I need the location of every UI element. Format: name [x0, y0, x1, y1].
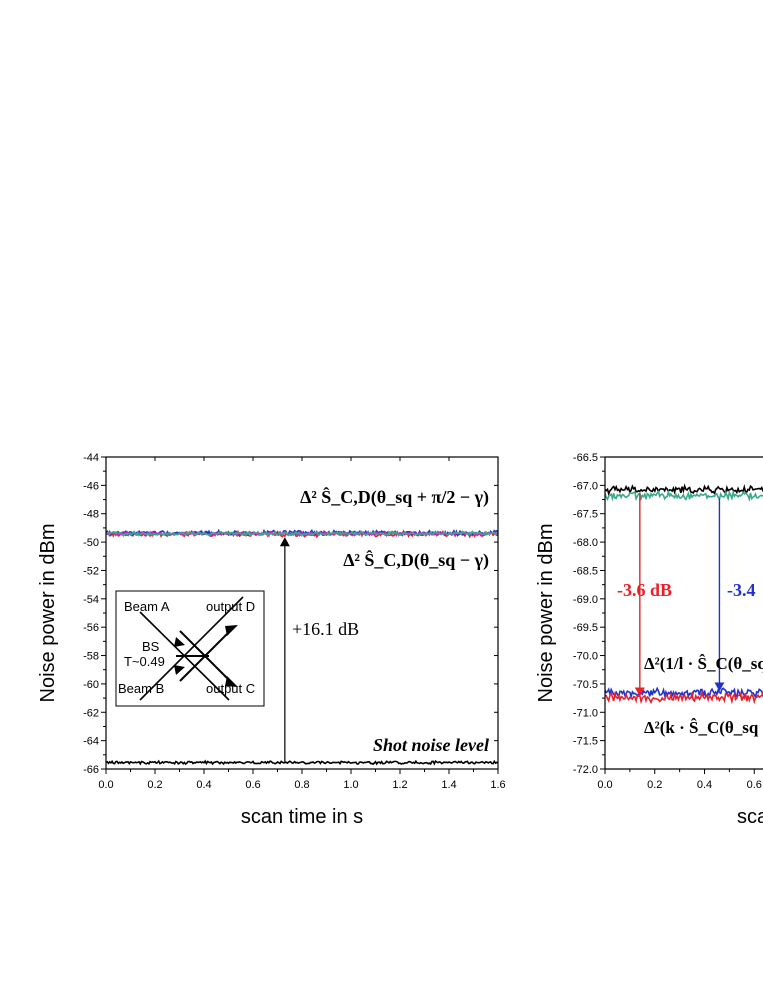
- top-formula-label: Δ² Ŝ_C,D(θ_sq + π/2 − γ): [300, 486, 489, 508]
- y-tick-label-0-6: -54: [83, 594, 99, 606]
- arrow-beam-a-icon: [174, 637, 185, 647]
- inset-bs-label: BS: [142, 639, 160, 654]
- inset-diagonal-2: [139, 596, 244, 701]
- x-tick-label-0-6: 1.2: [392, 779, 407, 791]
- y-tick-label-1-1: -71.5: [573, 736, 598, 748]
- series-line-1-3: [605, 689, 763, 705]
- x-tick-label-0-8: 1.6: [490, 779, 505, 791]
- x-tick-label-0-5: 1.0: [343, 779, 358, 791]
- arrow-beam-b-icon: [174, 665, 185, 675]
- series-line-1-1: [605, 489, 763, 503]
- mid-formula-label: Δ² Ŝ_C,D(θ_sq − γ): [343, 549, 489, 571]
- right-chart: -72.0 -71.5 -71.0 -70.5 -70.0 -69.5 -69.0 -68.5…: [535, 452, 763, 828]
- y-tick-label-1-2: -71.0: [573, 707, 598, 719]
- x-tick-label-0-2: 0.4: [196, 779, 211, 791]
- y-tick-label-1-0: -72.0: [573, 764, 598, 776]
- inset-beam-a-label: Beam A: [124, 599, 170, 614]
- y-tick-label-0-4: -58: [83, 651, 99, 663]
- y-tick-label-0-10: -46: [83, 480, 99, 492]
- y-tick-label-0-3: -60: [83, 679, 99, 691]
- inset-output-d-label: output D: [206, 599, 255, 614]
- y-tick-label-1-4: -70.0: [573, 651, 598, 663]
- y-tick-label-0-9: -48: [83, 509, 99, 521]
- x-tick-label-1-1: 0.2: [647, 779, 662, 791]
- left-y-axis-title: Noise power in dBm: [37, 524, 59, 703]
- series-line-1-0: [605, 483, 763, 497]
- y-tick-label-1-8: -68.0: [573, 537, 598, 549]
- arrow-output-c-icon: [225, 676, 238, 687]
- x-tick-label-0-0: 0.0: [98, 779, 113, 791]
- y-tick-label-0-7: -52: [83, 565, 99, 577]
- arrow-output-d-icon: [225, 625, 238, 636]
- right-x-axis-title: scan time in s: [737, 806, 763, 828]
- y-tick-label-1-11: -66.5: [573, 452, 598, 464]
- left-x-axis-title: scan time in s: [241, 806, 363, 828]
- y-tick-label-0-11: -44: [83, 452, 99, 464]
- right-y-axis-title: Noise power in dBm: [535, 524, 557, 703]
- blue-squeezing-label: -3.4: [727, 580, 756, 600]
- series-line-0-3: [106, 530, 498, 537]
- beam-splitter-inset: Beam A Beam B output D output C BS T~0.4…: [115, 590, 265, 707]
- y-tick-label-1-5: -69.5: [573, 622, 598, 634]
- y-tick-label-1-7: -68.5: [573, 565, 598, 577]
- y-tick-label-1-10: -67.0: [573, 480, 598, 492]
- upper-formula-label: Δ²(1/l · Ŝ_C(θ_sq −: [644, 654, 763, 673]
- y-tick-label-0-8: -50: [83, 537, 99, 549]
- y-tick-label-1-3: -70.5: [573, 679, 598, 691]
- y-tick-label-0-2: -62: [83, 707, 99, 719]
- series-line-1-2: [605, 686, 763, 700]
- x-tick-label-0-3: 0.6: [245, 779, 260, 791]
- left-plot-frame: [105, 456, 499, 770]
- x-tick-label-1-2: 0.4: [697, 779, 712, 791]
- inset-output-c-label: output C: [206, 681, 255, 696]
- y-tick-label-0-5: -56: [83, 622, 99, 634]
- lower-formula-label: Δ²(k · Ŝ_C(θ_sq −: [644, 718, 763, 737]
- left-chart: -66 -64 -62 -60 -58 -56 -54 -52 -50 -48 -46 -44 0.0 0…: [37, 452, 506, 828]
- y-tick-label-1-9: -67.5: [573, 509, 598, 521]
- red-squeezing-label: -3.6 dB: [617, 580, 672, 600]
- series-line-0-4: [106, 759, 498, 766]
- x-tick-label-0-4: 0.8: [294, 779, 309, 791]
- inset-beam-b-label: Beam B: [118, 681, 164, 696]
- x-tick-label-1-0: 0.0: [597, 779, 612, 791]
- inset-transmission-label: T~0.49: [124, 654, 165, 669]
- y-tick-label-0-0: -66: [83, 764, 99, 776]
- shot-noise-label: Shot noise level: [373, 735, 489, 755]
- y-tick-label-1-6: -69.0: [573, 594, 598, 606]
- x-tick-label-1-3: 0.6: [747, 779, 762, 791]
- x-tick-label-0-7: 1.4: [441, 779, 456, 791]
- y-tick-label-0-1: -64: [83, 736, 99, 748]
- gain-label: +16.1 dB: [292, 619, 359, 639]
- inset-frame: [115, 590, 265, 707]
- x-tick-label-0-1: 0.2: [147, 779, 162, 791]
